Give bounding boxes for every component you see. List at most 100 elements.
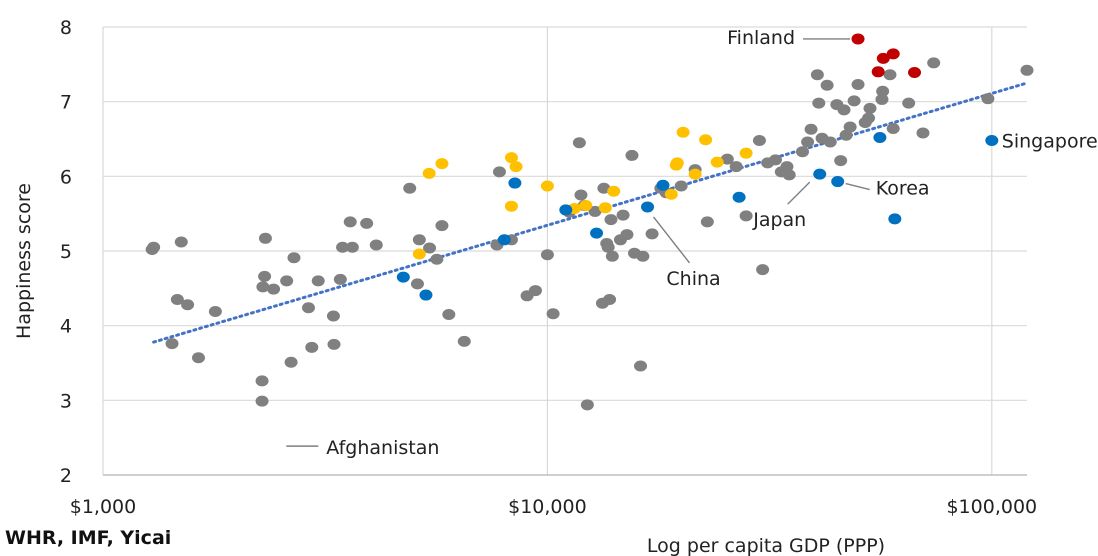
data-point-yellow <box>710 156 724 168</box>
data-point-yellow <box>579 199 593 211</box>
data-point-blue <box>888 213 902 225</box>
x-axis-ticks: $1,000 $10,000 $100,000 <box>70 496 1037 518</box>
data-point-gray <box>796 146 810 158</box>
data-point-blue <box>813 168 827 180</box>
annotation-leaders <box>286 38 870 447</box>
data-point-yellow <box>676 126 690 138</box>
data-point-yellow <box>504 200 518 212</box>
data-point-gray <box>430 253 444 265</box>
data-point-gray <box>810 69 824 81</box>
data-point-gray <box>886 123 900 135</box>
annotation-leader <box>845 182 870 191</box>
data-point-gray <box>170 294 184 306</box>
data-point-gray <box>801 136 815 148</box>
data-point-blue <box>497 234 511 246</box>
data-point-gray <box>280 275 294 287</box>
annotation-japan: Japan <box>752 209 806 231</box>
data-point-gray <box>756 264 770 276</box>
data-point-gray <box>360 217 374 229</box>
data-point-blue <box>508 177 522 189</box>
data-point-gray <box>603 294 617 306</box>
data-point-gray <box>305 341 319 353</box>
y-axis-title: Happiness score <box>13 183 35 339</box>
data-point-gray <box>336 241 350 253</box>
data-point-gray <box>916 127 930 139</box>
data-point-red <box>851 33 865 45</box>
data-point-gray <box>284 356 298 368</box>
data-point-gray <box>927 57 941 69</box>
data-point-yellow <box>664 188 678 200</box>
data-point-gray <box>572 137 586 149</box>
data-point-gray <box>862 112 876 124</box>
data-point-gray <box>258 232 272 244</box>
data-point-gray <box>782 169 796 181</box>
data-point-gray <box>768 154 782 166</box>
data-point-gray <box>780 161 794 173</box>
data-point-gray <box>729 161 743 173</box>
data-point-yellow <box>435 158 449 170</box>
annotation-leader <box>652 216 691 264</box>
annotation-finland: Finland <box>727 27 795 49</box>
data-point-blue <box>559 204 573 216</box>
data-point-gray <box>267 283 281 295</box>
data-point-blue <box>590 227 604 239</box>
data-point-gray <box>851 78 865 90</box>
data-point-gray <box>834 155 848 167</box>
data-point-gray <box>883 69 897 81</box>
data-point-gray <box>752 134 766 146</box>
y-tick-label: 5 <box>60 241 72 263</box>
data-point-gray <box>981 93 995 105</box>
data-point-gray <box>258 270 272 282</box>
data-point-gray <box>457 335 471 347</box>
data-point-yellow <box>739 147 753 159</box>
x-tick-label: $100,000 <box>946 496 1037 518</box>
data-point-blue <box>641 201 655 213</box>
y-axis-ticks: 2 3 4 5 6 7 8 <box>60 17 72 487</box>
data-point-gray <box>812 97 826 109</box>
data-point-gray <box>343 216 357 228</box>
data-point-yellow <box>598 202 612 214</box>
data-point-gray <box>174 236 188 248</box>
data-point-blue <box>831 176 845 188</box>
data-point-gray <box>412 234 426 246</box>
data-point-yellow <box>699 134 713 146</box>
data-point-yellow <box>504 152 518 164</box>
data-point-yellow <box>670 157 684 169</box>
data-point-gray <box>546 308 560 320</box>
data-point-gray <box>580 399 594 411</box>
grid-lines <box>102 26 1027 475</box>
data-point-gray <box>804 123 818 135</box>
y-tick-label: 2 <box>60 465 72 487</box>
data-point-gray <box>645 228 659 240</box>
data-point-gray <box>823 136 837 148</box>
data-point-gray <box>327 338 341 350</box>
x-axis-title: Log per capita GDP (PPP) <box>647 535 885 556</box>
data-point-gray <box>863 102 877 114</box>
data-point-gray <box>208 305 222 317</box>
y-tick-label: 4 <box>60 316 72 338</box>
annotations: Finland Singapore Korea Japan China Afghanist… <box>326 27 1097 459</box>
data-point-blue <box>656 179 670 191</box>
data-point-red <box>871 66 885 78</box>
data-point-gray <box>902 97 916 109</box>
data-point-gray <box>255 375 269 387</box>
data-point-gray <box>311 275 325 287</box>
data-point-gray <box>423 242 437 254</box>
data-point-gray <box>492 166 506 178</box>
data-point-gray <box>191 352 205 364</box>
data-point-gray <box>625 149 639 161</box>
data-point-blue <box>985 134 999 146</box>
y-tick-label: 7 <box>60 92 72 114</box>
data-point-gray <box>720 153 734 165</box>
data-point-gray <box>540 249 554 261</box>
data-point-gray <box>165 338 179 350</box>
data-point-gray <box>820 79 834 91</box>
data-point-red <box>876 52 890 64</box>
data-point-gray <box>843 121 857 133</box>
data-point-gray <box>147 241 161 253</box>
data-point-gray <box>256 281 270 293</box>
data-point-blue <box>732 191 746 203</box>
data-point-gray <box>847 95 861 107</box>
data-point-gray <box>875 93 889 105</box>
